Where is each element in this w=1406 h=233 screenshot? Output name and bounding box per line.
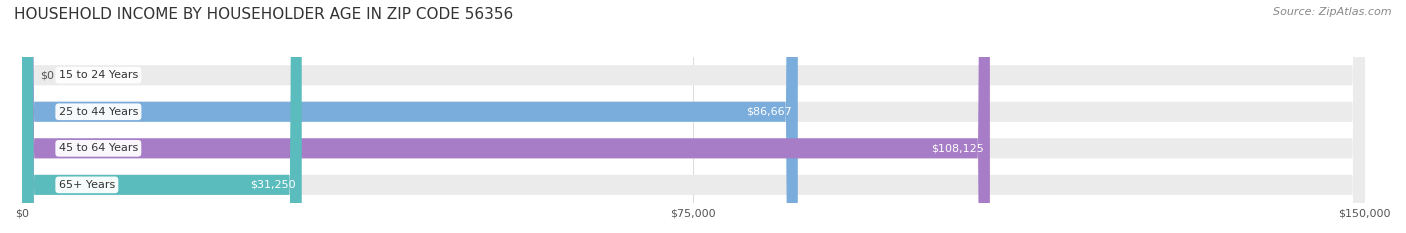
Text: Source: ZipAtlas.com: Source: ZipAtlas.com — [1274, 7, 1392, 17]
Text: $108,125: $108,125 — [931, 143, 984, 153]
Text: $31,250: $31,250 — [250, 180, 295, 190]
FancyBboxPatch shape — [22, 0, 990, 233]
FancyBboxPatch shape — [22, 0, 1365, 233]
FancyBboxPatch shape — [22, 0, 797, 233]
Text: 65+ Years: 65+ Years — [59, 180, 115, 190]
Text: HOUSEHOLD INCOME BY HOUSEHOLDER AGE IN ZIP CODE 56356: HOUSEHOLD INCOME BY HOUSEHOLDER AGE IN Z… — [14, 7, 513, 22]
Text: $0: $0 — [41, 70, 55, 80]
FancyBboxPatch shape — [22, 0, 1365, 233]
Text: $86,667: $86,667 — [747, 107, 792, 117]
FancyBboxPatch shape — [22, 0, 1365, 233]
FancyBboxPatch shape — [22, 0, 302, 233]
Text: 15 to 24 Years: 15 to 24 Years — [59, 70, 138, 80]
FancyBboxPatch shape — [22, 0, 1365, 233]
Text: 45 to 64 Years: 45 to 64 Years — [59, 143, 138, 153]
Text: 25 to 44 Years: 25 to 44 Years — [59, 107, 138, 117]
